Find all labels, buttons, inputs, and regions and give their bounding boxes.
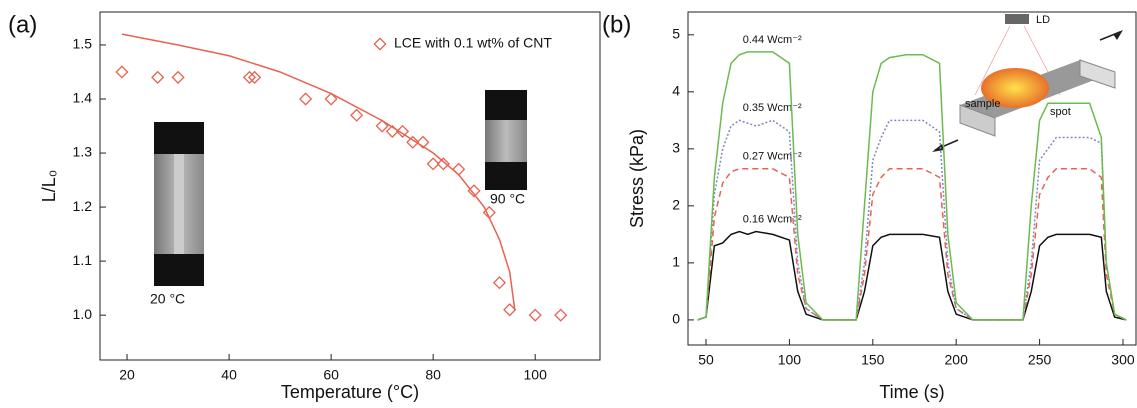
data-point — [395, 124, 410, 138]
x-tick-label: 60 — [323, 367, 339, 383]
photo-20c — [154, 122, 204, 286]
data-point — [554, 308, 568, 322]
data-point — [452, 162, 466, 176]
data-point — [385, 124, 399, 138]
y-tick-label: 2 — [672, 197, 680, 213]
x-tick-label: 100 — [524, 367, 548, 383]
y-tick-label: 1.4 — [73, 90, 93, 106]
plot-frame — [687, 11, 1137, 346]
annotation: spot — [1050, 106, 1071, 118]
panel-label: (a) — [8, 11, 37, 38]
panel-label: (b) — [602, 11, 631, 38]
legend-label: LCE with 0.1 wt% of CNT — [394, 35, 552, 51]
data-point — [406, 135, 420, 149]
y-axis-label: L/L₀ — [39, 170, 59, 203]
y-tick-label: 1.0 — [73, 306, 93, 322]
x-tick-label: 40 — [221, 367, 237, 383]
annotation: 20 °C — [150, 291, 185, 307]
y-axis-label: Stress (kPa) — [627, 129, 647, 228]
data-point — [248, 70, 262, 84]
x-tick-label: 20 — [119, 367, 135, 383]
fit-line — [121, 33, 516, 310]
x-tick-label: 150 — [861, 352, 885, 368]
data-point — [436, 157, 450, 171]
series-line — [697, 230, 1127, 321]
series-label: 0.16 Wcm⁻² — [743, 213, 802, 225]
data-point — [503, 303, 517, 317]
y-tick-label: 1 — [672, 254, 680, 270]
series-label: 0.35 Wcm⁻² — [743, 102, 802, 114]
data-point — [171, 70, 185, 84]
x-axis-label: Time (s) — [879, 382, 944, 402]
y-tick-label: 3 — [672, 140, 680, 156]
y-tick-label: 1.5 — [73, 36, 93, 52]
annotation: 90 °C — [490, 191, 525, 207]
plot-frame — [99, 11, 601, 361]
data-point — [492, 276, 507, 290]
annotation: LD — [1036, 14, 1050, 26]
photo-90c — [485, 90, 527, 190]
x-tick-label: 80 — [425, 367, 441, 383]
series-label: 0.44 Wcm⁻² — [743, 34, 802, 46]
x-tick-label: 50 — [698, 352, 714, 368]
annotation: sample — [965, 98, 1000, 110]
data-point — [375, 119, 389, 133]
y-tick-label: 5 — [672, 26, 680, 42]
y-tick-label: 1.2 — [73, 198, 93, 214]
setup-inset — [932, 14, 1123, 152]
data-point — [416, 135, 430, 149]
x-tick-label: 250 — [1028, 352, 1052, 368]
y-tick-label: 1.3 — [73, 144, 93, 160]
data-point — [482, 205, 496, 220]
data-point — [115, 65, 129, 79]
data-point — [528, 308, 542, 322]
x-tick-label: 100 — [778, 352, 802, 368]
data-point — [426, 157, 440, 171]
x-tick-label: 300 — [1111, 352, 1135, 368]
data-point — [350, 108, 364, 122]
y-tick-label: 4 — [672, 83, 680, 99]
x-axis-label: Temperature (°C) — [281, 382, 419, 402]
series-line — [697, 168, 1127, 321]
y-tick-label: 0 — [672, 311, 680, 327]
x-tick-label: 200 — [945, 352, 969, 368]
data-point — [467, 184, 481, 198]
data-point — [324, 92, 338, 106]
series-line — [697, 51, 1127, 321]
data-point — [151, 70, 165, 84]
y-tick-label: 1.1 — [73, 252, 93, 268]
series-label: 0.27 Wcm⁻² — [743, 151, 802, 163]
data-point — [299, 92, 313, 106]
legend-marker — [373, 37, 387, 51]
